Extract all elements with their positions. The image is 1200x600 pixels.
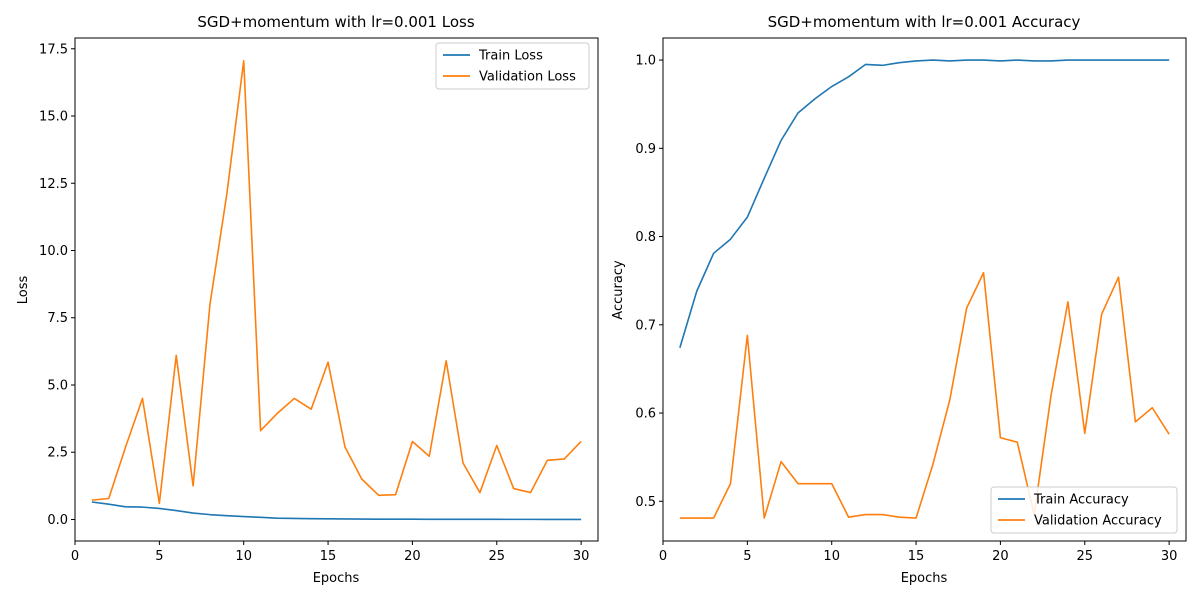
legend-entry-label: Validation Loss (479, 70, 576, 85)
plot-area-frame (662, 37, 1187, 542)
y-tick-label: 0.7 (635, 318, 656, 333)
x-axis-label: Epochs (313, 571, 360, 586)
x-tick-label: 30 (1161, 549, 1178, 564)
chart-title: SGD+momentum with lr=0.001 Loss (197, 13, 474, 31)
accuracy-chart-panel: SGD+momentum with lr=0.001 Accuracy Epoc… (611, 13, 1187, 586)
legend-entry-label: Validation Accuracy (1034, 514, 1162, 529)
y-tick-label: 0.8 (635, 230, 656, 245)
x-tick-label: 30 (573, 549, 590, 564)
y-axis-label: Loss (16, 276, 31, 305)
x-tick-label: 20 (992, 549, 1009, 564)
x-tick-label: 0 (659, 549, 667, 564)
series-line-0 (91, 501, 582, 521)
y-tick-label: 0.0 (47, 513, 68, 528)
legend-box (990, 486, 1178, 534)
chart-title: SGD+momentum with lr=0.001 Accuracy (768, 13, 1081, 31)
y-tick-label: 0.5 (635, 495, 656, 510)
x-axis-label: Epochs (901, 571, 948, 586)
legend: Train Loss Validation Loss (435, 42, 590, 90)
y-tick-label: 1.0 (635, 54, 656, 69)
legend-entry-label: Train Loss (478, 49, 543, 64)
x-tick-label: 5 (743, 549, 751, 564)
y-tick-label: 2.5 (47, 446, 68, 461)
x-tick-label: 10 (235, 549, 252, 564)
x-tick-label: 15 (320, 549, 337, 564)
y-tick-label: 0.9 (635, 142, 656, 157)
x-tick-label: 25 (1077, 549, 1094, 564)
plot-area-frame (74, 37, 599, 542)
legend: Train Accuracy Validation Accuracy (990, 486, 1178, 534)
series-line-0 (679, 59, 1170, 348)
legend-entry-label: Train Accuracy (1033, 493, 1129, 508)
x-tick-label: 0 (71, 549, 79, 564)
y-axis-label: Accuracy (611, 260, 626, 320)
legend-box (435, 42, 590, 90)
y-tick-label: 5.0 (47, 378, 68, 393)
y-tick-label: 7.5 (47, 311, 68, 326)
x-tick-label: 5 (155, 549, 163, 564)
x-tick-label: 25 (489, 549, 506, 564)
series-line-1 (679, 271, 1170, 519)
y-tick-label: 10.0 (39, 244, 68, 259)
y-tick-label: 15.0 (39, 110, 68, 125)
x-tick-label: 20 (404, 549, 421, 564)
y-tick-label: 0.6 (635, 407, 656, 422)
y-tick-label: 12.5 (39, 177, 68, 192)
y-tick-label: 17.5 (39, 42, 68, 57)
loss-chart-panel: SGD+momentum with lr=0.001 Loss Epochs L… (16, 13, 599, 586)
x-tick-label: 15 (908, 549, 925, 564)
x-tick-label: 10 (823, 549, 840, 564)
series-line-1 (91, 60, 582, 505)
